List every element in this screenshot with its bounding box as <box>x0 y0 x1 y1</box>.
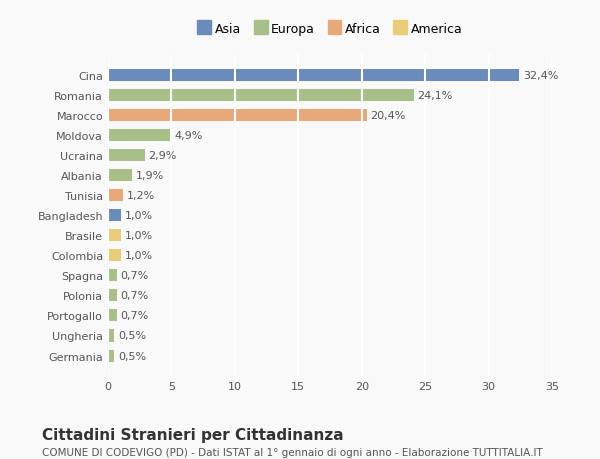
Bar <box>108 70 519 82</box>
Bar <box>108 290 117 302</box>
Text: COMUNE DI CODEVIGO (PD) - Dati ISTAT al 1° gennaio di ogni anno - Elaborazione T: COMUNE DI CODEVIGO (PD) - Dati ISTAT al … <box>42 448 543 458</box>
Text: 1,0%: 1,0% <box>124 231 152 241</box>
Text: 4,9%: 4,9% <box>174 131 202 141</box>
Text: 2,9%: 2,9% <box>149 151 177 161</box>
Legend: Asia, Europa, Africa, America: Asia, Europa, Africa, America <box>194 20 466 40</box>
Bar <box>108 190 123 202</box>
Text: 32,4%: 32,4% <box>523 71 558 81</box>
Text: 0,5%: 0,5% <box>118 331 146 341</box>
Text: 1,0%: 1,0% <box>124 211 152 221</box>
Text: 1,9%: 1,9% <box>136 171 164 181</box>
Text: 24,1%: 24,1% <box>418 91 453 101</box>
Text: 20,4%: 20,4% <box>371 111 406 121</box>
Bar <box>108 330 115 342</box>
Text: 1,0%: 1,0% <box>124 251 152 261</box>
Bar <box>108 270 117 282</box>
Bar <box>108 350 115 362</box>
Bar <box>108 150 145 162</box>
Text: 0,7%: 0,7% <box>121 291 149 301</box>
Bar <box>108 210 121 222</box>
Bar <box>108 230 121 242</box>
Text: 0,7%: 0,7% <box>121 311 149 321</box>
Bar <box>108 90 414 102</box>
Bar <box>108 170 132 182</box>
Bar <box>108 250 121 262</box>
Text: 0,5%: 0,5% <box>118 351 146 361</box>
Bar <box>108 310 117 322</box>
Bar <box>108 130 170 142</box>
Text: 1,2%: 1,2% <box>127 191 155 201</box>
Text: Cittadini Stranieri per Cittadinanza: Cittadini Stranieri per Cittadinanza <box>42 427 344 442</box>
Text: 0,7%: 0,7% <box>121 271 149 281</box>
Bar <box>108 110 367 122</box>
